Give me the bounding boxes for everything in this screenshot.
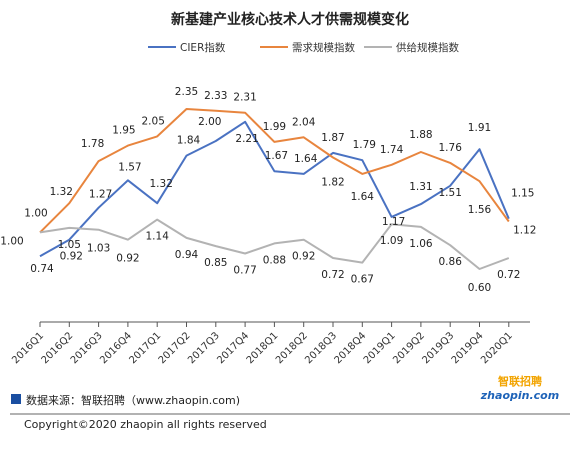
legend-label-2: 供给规模指数: [396, 41, 459, 54]
data-label-s2-p3: 0.92: [116, 253, 139, 265]
data-label-s1-p2: 1.78: [81, 138, 104, 150]
legend-label-0: CIER指数: [180, 41, 226, 54]
data-label-s2-p13: 1.06: [409, 238, 433, 250]
data-label-s0-p9: 1.64: [294, 153, 318, 165]
data-label-s0-p11: 1.79: [353, 139, 376, 151]
copyright-text: Copyright©2020 zhaopin all rights reserv…: [24, 418, 267, 431]
data-label-s0-p0: 0.74: [30, 263, 54, 275]
data-label-s0-p7: 2.21: [235, 133, 258, 145]
data-label-s2-p14: 0.86: [439, 256, 463, 268]
data-label-s0-p10: 1.87: [321, 132, 344, 144]
chart-legend: CIER指数 需求规模指数 供给规模指数: [148, 41, 459, 54]
data-label-s2-p9: 0.92: [292, 251, 315, 263]
data-label-s2-p5: 0.94: [175, 249, 199, 261]
logo-en-text: zhaopin.com: [480, 389, 559, 402]
data-label-s0-p15: 1.91: [468, 122, 491, 134]
zhaopin-logo: 智联招聘 zhaopin.com: [480, 374, 559, 402]
data-label-s1-p13: 1.88: [409, 129, 432, 141]
data-label-s1-p1: 1.32: [50, 186, 73, 198]
data-label-s0-p1: 0.92: [60, 251, 83, 263]
data-label-s0-p4: 1.32: [150, 178, 173, 190]
data-label-s1-p16: 1.12: [513, 224, 536, 236]
data-label-s2-p10: 0.72: [321, 269, 344, 281]
data-label-s0-p12: 1.17: [382, 216, 405, 228]
data-label-s1-p9: 2.04: [292, 116, 316, 128]
data-label-s2-p12: 1.09: [380, 235, 403, 247]
x-axis-ticks: 2016Q12016Q22016Q32016Q42017Q12017Q22017…: [10, 322, 515, 366]
data-label-s1-p10: 1.82: [321, 176, 344, 188]
data-label-s1-p6: 2.33: [204, 90, 227, 102]
data-label-s1-p7: 2.31: [233, 92, 256, 104]
data-labels-layer: 0.74 0.92 1.27 1.57 1.32 1.84 2.00 2.21 1.67 1.64…: [0, 86, 536, 294]
logo-cn-text: 智联招聘: [498, 374, 542, 388]
data-label-s1-p8: 1.99: [263, 121, 286, 133]
data-label-s2-p11: 0.67: [351, 274, 374, 286]
source-marker-icon: [11, 394, 21, 404]
data-label-s0-p16: 1.15: [511, 188, 534, 200]
series-layer: [39, 108, 510, 270]
data-label-s1-p3: 1.95: [112, 125, 135, 137]
data-label-s2-p16: 0.72: [497, 269, 520, 281]
data-label-s1-p4: 2.05: [142, 115, 165, 127]
data-label-s2-p1: 1.05: [58, 239, 81, 251]
series-line-1: [39, 108, 510, 234]
data-label-s1-p5: 2.35: [175, 86, 198, 98]
data-label-s1-p15: 1.56: [468, 204, 492, 216]
data-label-s0-p3: 1.57: [118, 161, 141, 173]
data-label-s0-p2: 1.27: [89, 189, 112, 201]
data-label-s2-p4: 1.14: [146, 231, 170, 243]
data-label-s1-p11: 1.64: [351, 191, 375, 203]
data-label-s0-p8: 1.67: [265, 150, 288, 162]
x-tick-label: 2020Q1: [479, 330, 515, 366]
data-label-s0-p5: 1.84: [177, 135, 201, 147]
data-label-s2-p15: 0.60: [468, 282, 491, 294]
data-label-s1-p12: 1.74: [380, 144, 404, 156]
data-label-s2-p7: 0.77: [233, 264, 256, 276]
chart-title: 新基建产业核心技术人才供需规模变化: [171, 11, 409, 28]
data-label-s2-p0: 1.00: [0, 235, 23, 247]
data-label-s0-p13: 1.31: [409, 181, 432, 193]
data-label-s0-p14: 1.51: [439, 187, 462, 199]
data-label-s1-p14: 1.76: [439, 142, 463, 154]
legend-label-1: 需求规模指数: [292, 41, 355, 54]
series-line-0: [39, 120, 510, 258]
source-text: 数据来源：智联招聘（www.zhaopin.com): [26, 393, 240, 407]
data-label-s2-p6: 0.85: [204, 257, 227, 269]
data-label-s2-p2: 1.03: [87, 243, 110, 255]
data-label-s0-p6: 2.00: [198, 116, 221, 128]
data-label-s2-p8: 0.88: [263, 254, 286, 266]
data-label-s1-p0: 1.00: [24, 207, 47, 219]
series-line-2: [39, 218, 510, 270]
